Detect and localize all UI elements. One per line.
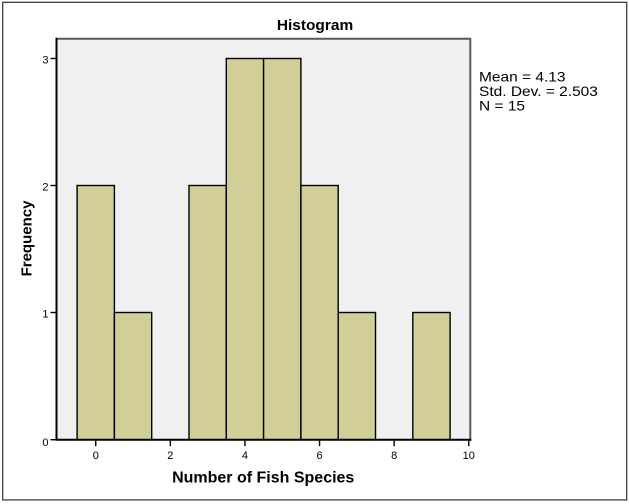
svg-text:N = 15: N = 15 bbox=[479, 99, 525, 114]
svg-text:8: 8 bbox=[391, 450, 397, 462]
svg-text:Number of Fish Species: Number of Fish Species bbox=[172, 469, 354, 486]
svg-text:Std. Dev. = 2.503: Std. Dev. = 2.503 bbox=[479, 84, 598, 99]
svg-text:1: 1 bbox=[42, 309, 48, 321]
svg-text:6: 6 bbox=[316, 450, 322, 462]
svg-text:Mean = 4.13: Mean = 4.13 bbox=[479, 70, 565, 85]
svg-text:3: 3 bbox=[42, 54, 48, 66]
svg-text:0: 0 bbox=[93, 450, 99, 462]
svg-text:Frequency: Frequency bbox=[18, 200, 35, 277]
svg-text:0: 0 bbox=[42, 437, 48, 449]
svg-text:4: 4 bbox=[242, 450, 248, 462]
svg-text:2: 2 bbox=[167, 450, 173, 462]
svg-text:2: 2 bbox=[42, 182, 48, 194]
svg-text:Histogram: Histogram bbox=[277, 17, 353, 34]
svg-text:10: 10 bbox=[463, 450, 475, 462]
